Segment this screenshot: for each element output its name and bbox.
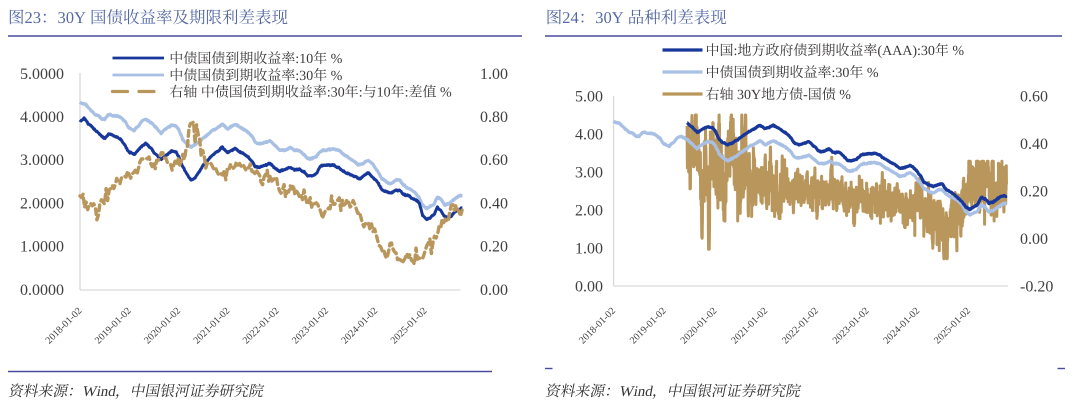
svg-text:1.00: 1.00 [480,66,508,83]
svg-text:2.0000: 2.0000 [20,195,64,212]
svg-text:2020-01-02: 2020-01-02 [679,306,720,347]
svg-text:0.0000: 0.0000 [20,282,64,299]
svg-text:4.00: 4.00 [575,126,603,143]
svg-text:-0.20: -0.20 [1020,278,1053,295]
svg-text:2018-01-02: 2018-01-02 [44,306,85,347]
svg-text:1.0000: 1.0000 [20,239,64,256]
svg-text:2021-01-02: 2021-01-02 [729,306,770,347]
svg-text:2019-01-02: 2019-01-02 [93,306,134,347]
svg-text:2025-01-02: 2025-01-02 [389,306,430,347]
svg-text:2022-01-02: 2022-01-02 [780,306,821,347]
svg-text:3.00: 3.00 [575,164,603,181]
svg-text:2024-01-02: 2024-01-02 [339,306,380,347]
svg-text:0.60: 0.60 [1020,88,1048,105]
svg-text:2.00: 2.00 [575,202,603,219]
svg-text:2020-01-02: 2020-01-02 [142,306,183,347]
svg-text:2025-01-02: 2025-01-02 [932,306,973,347]
svg-text:2023-01-02: 2023-01-02 [290,306,331,347]
svg-text:0.20: 0.20 [1020,183,1048,200]
svg-text:2024-01-02: 2024-01-02 [881,306,922,347]
svg-text:5.0000: 5.0000 [20,66,64,83]
svg-text:1.00: 1.00 [575,240,603,257]
svg-text:0.40: 0.40 [480,195,508,212]
svg-text:0.00: 0.00 [1020,231,1048,248]
svg-text:0.00: 0.00 [480,282,508,299]
svg-text:2023-01-02: 2023-01-02 [831,306,872,347]
svg-text:2022-01-02: 2022-01-02 [241,306,282,347]
svg-text:2018-01-02: 2018-01-02 [577,306,618,347]
svg-text:0.00: 0.00 [575,278,603,295]
svg-text:3.0000: 3.0000 [20,152,64,169]
svg-text:5.00: 5.00 [575,88,603,105]
svg-text:2019-01-02: 2019-01-02 [628,306,669,347]
svg-text:4.0000: 4.0000 [20,109,64,126]
svg-text:0.80: 0.80 [480,109,508,126]
svg-text:0.40: 0.40 [1020,136,1048,153]
svg-text:0.20: 0.20 [480,239,508,256]
svg-text:0.60: 0.60 [480,152,508,169]
svg-text:2021-01-02: 2021-01-02 [192,306,233,347]
